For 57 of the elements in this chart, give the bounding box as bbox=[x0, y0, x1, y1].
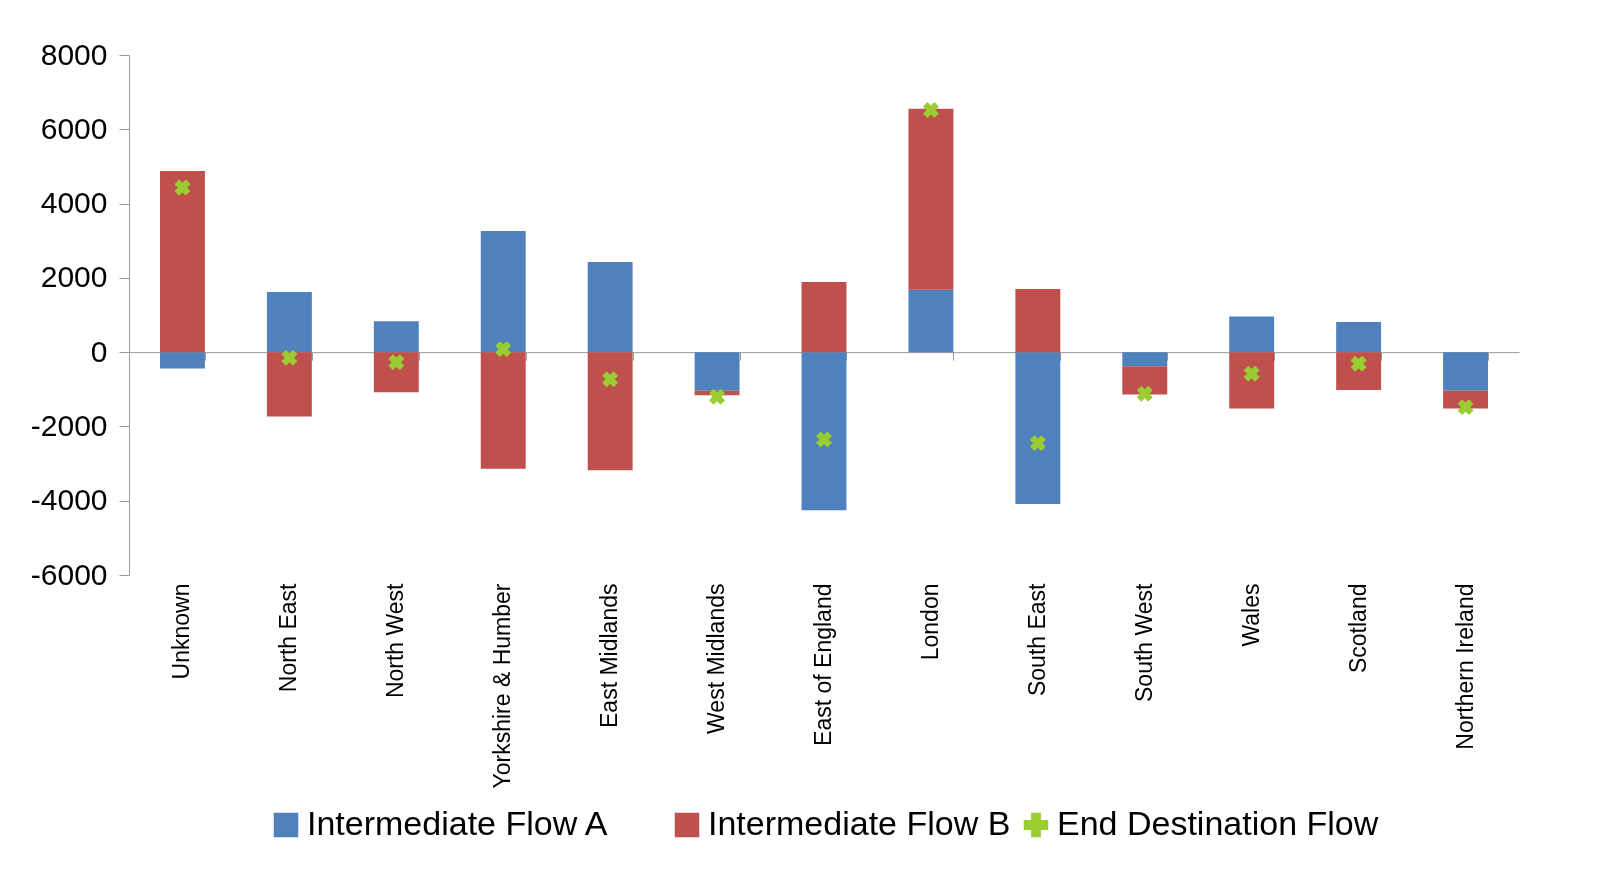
bar bbox=[1015, 289, 1061, 353]
x-tick-label: South West bbox=[1130, 582, 1157, 702]
bar bbox=[1122, 352, 1168, 367]
bar bbox=[480, 231, 526, 353]
x-tick-label: Northern Ireland bbox=[1451, 583, 1478, 750]
point bbox=[495, 341, 512, 358]
bar bbox=[1336, 322, 1382, 353]
point bbox=[922, 101, 939, 118]
bar bbox=[801, 352, 847, 511]
x-tick-label: North East bbox=[275, 582, 302, 693]
bar bbox=[266, 291, 312, 353]
point bbox=[1136, 385, 1153, 402]
bar bbox=[1229, 316, 1275, 353]
legend-label: Intermediate Flow A bbox=[307, 804, 608, 842]
y-tick-label: -2000 bbox=[30, 408, 108, 442]
y-tick-label: 2000 bbox=[40, 260, 108, 294]
point bbox=[1029, 435, 1046, 452]
point bbox=[709, 388, 726, 405]
bar bbox=[908, 108, 954, 290]
x-tick-label: London bbox=[916, 583, 943, 661]
bar bbox=[266, 352, 312, 417]
point bbox=[816, 431, 832, 448]
x-tick-label: Wales bbox=[1237, 583, 1264, 647]
bar bbox=[908, 289, 954, 353]
y-tick-label: 6000 bbox=[40, 111, 108, 145]
x-tick-label: West Midlands bbox=[703, 583, 730, 734]
point bbox=[281, 349, 298, 366]
bar bbox=[160, 352, 205, 369]
x-tick-label: Yorkshire & Humber bbox=[489, 583, 516, 789]
bar bbox=[480, 352, 526, 469]
y-tick-label: -6000 bbox=[30, 557, 108, 591]
bar bbox=[373, 352, 419, 393]
legend-label: Intermediate Flow B bbox=[708, 804, 1011, 842]
bar bbox=[1229, 352, 1275, 409]
point bbox=[388, 354, 405, 371]
y-tick-label: 4000 bbox=[40, 186, 108, 220]
bar bbox=[1443, 352, 1488, 391]
x-tick-label: East Midlands bbox=[596, 583, 623, 728]
bar bbox=[587, 352, 633, 471]
y-tick-label: -4000 bbox=[30, 483, 108, 517]
bar bbox=[694, 352, 740, 391]
bar bbox=[801, 281, 847, 353]
y-tick-label: 0 bbox=[90, 334, 108, 368]
x-tick-label: Scotland bbox=[1344, 583, 1371, 674]
point bbox=[602, 371, 619, 388]
bar bbox=[587, 261, 633, 353]
bar bbox=[1122, 366, 1168, 395]
x-tick-label: North West bbox=[382, 582, 409, 699]
x-tick-label: Unknown bbox=[168, 583, 195, 680]
bar bbox=[373, 321, 419, 353]
point bbox=[174, 179, 191, 196]
legend-label: End Destination Flow bbox=[1057, 804, 1379, 842]
y-tick-label: 8000 bbox=[40, 37, 108, 71]
bar bbox=[1015, 352, 1061, 505]
x-tick-label: South East bbox=[1023, 582, 1050, 697]
x-tick-label: East of England bbox=[810, 583, 836, 746]
bar bbox=[160, 170, 205, 353]
